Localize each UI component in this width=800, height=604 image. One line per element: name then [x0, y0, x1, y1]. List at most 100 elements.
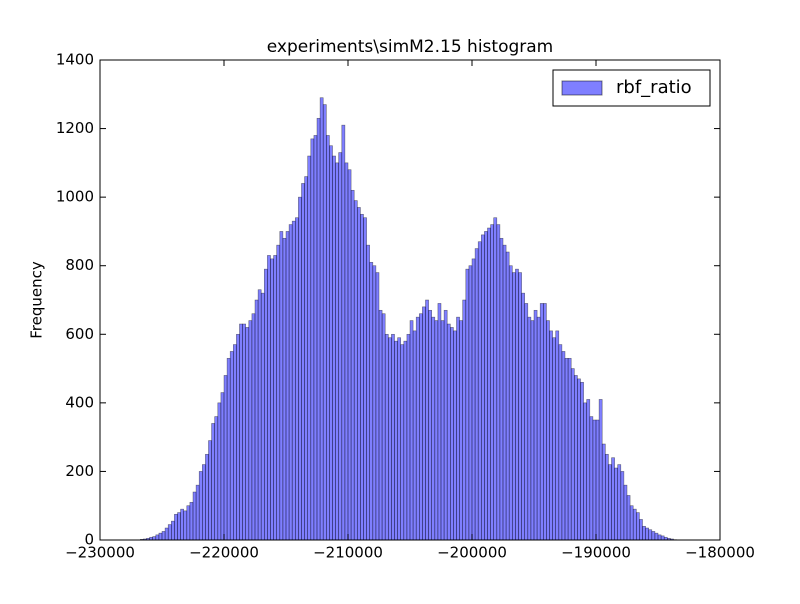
bar: [438, 303, 441, 540]
bar: [209, 441, 212, 540]
bar: [512, 273, 515, 540]
bar: [562, 351, 565, 540]
bar: [478, 242, 481, 540]
bar: [584, 403, 587, 540]
bar: [271, 259, 274, 540]
bar: [577, 379, 580, 540]
bar: [481, 235, 484, 540]
bar: [426, 300, 429, 540]
x-tick-label: −200000: [437, 544, 507, 562]
bar: [599, 399, 602, 540]
bar: [407, 334, 410, 540]
bar: [308, 156, 311, 540]
bar: [382, 314, 385, 540]
bar: [264, 269, 267, 540]
bar: [596, 420, 599, 540]
bar: [553, 338, 556, 540]
bar: [289, 225, 292, 540]
bar: [453, 331, 456, 540]
bar: [345, 163, 348, 540]
bar: [627, 495, 630, 540]
bar: [475, 249, 478, 540]
x-tick-label: −180000: [685, 544, 755, 562]
bar: [174, 514, 177, 540]
bar: [590, 417, 593, 540]
bar: [469, 266, 472, 540]
bar: [196, 485, 199, 540]
bar: [484, 231, 487, 540]
bar: [615, 468, 618, 540]
bar: [388, 338, 391, 540]
bar: [472, 259, 475, 540]
bar: [624, 485, 627, 540]
chart-title: experiments\simM2.15 histogram: [267, 37, 553, 57]
bar: [202, 465, 205, 540]
bar: [153, 537, 156, 540]
bar: [528, 317, 531, 540]
bar: [230, 351, 233, 540]
bar: [534, 310, 537, 540]
bar: [305, 177, 308, 540]
bar: [342, 125, 345, 540]
bar: [267, 255, 270, 540]
bar: [643, 526, 646, 540]
y-tick-label: 1400: [56, 51, 94, 69]
bar: [466, 269, 469, 540]
bar: [205, 454, 208, 540]
bar: [593, 420, 596, 540]
bar: [360, 214, 363, 540]
bar: [460, 321, 463, 540]
bar: [379, 310, 382, 540]
bar: [605, 454, 608, 540]
bar: [457, 317, 460, 540]
bar: [339, 153, 342, 540]
bar: [450, 327, 453, 540]
bar: [236, 334, 239, 540]
bar: [274, 255, 277, 540]
bar: [199, 471, 202, 540]
bar: [178, 513, 181, 540]
bar: [649, 530, 652, 540]
bar: [367, 245, 370, 540]
legend-label: rbf_ratio: [616, 77, 692, 98]
bar: [574, 375, 577, 540]
bar: [630, 506, 633, 540]
bar: [364, 218, 367, 540]
bar: [639, 519, 642, 540]
bar: [295, 218, 298, 540]
bar: [608, 465, 611, 540]
bar: [646, 528, 649, 540]
bar: [221, 393, 224, 540]
bar: [633, 509, 636, 540]
bar: [398, 338, 401, 540]
bar: [187, 506, 190, 540]
bar: [621, 471, 624, 540]
bar: [531, 321, 534, 540]
bar: [171, 521, 174, 540]
bar: [286, 231, 289, 540]
bar: [190, 502, 193, 540]
bar: [515, 269, 518, 540]
bar: [522, 293, 525, 540]
bar: [404, 341, 407, 540]
bar: [348, 170, 351, 540]
bar: [537, 317, 540, 540]
bar: [416, 317, 419, 540]
bar: [444, 310, 447, 540]
bar: [193, 492, 196, 540]
bar: [373, 266, 376, 540]
bar: [261, 293, 264, 540]
bar: [224, 375, 227, 540]
bar: [435, 321, 438, 540]
bar: [385, 334, 388, 540]
bar: [568, 358, 571, 540]
y-tick-label: 1200: [56, 119, 94, 137]
bar: [376, 273, 379, 540]
bar: [351, 190, 354, 540]
bar: [298, 197, 301, 540]
bar: [556, 331, 559, 540]
x-tick-label: −230000: [65, 544, 135, 562]
bar: [184, 511, 187, 540]
